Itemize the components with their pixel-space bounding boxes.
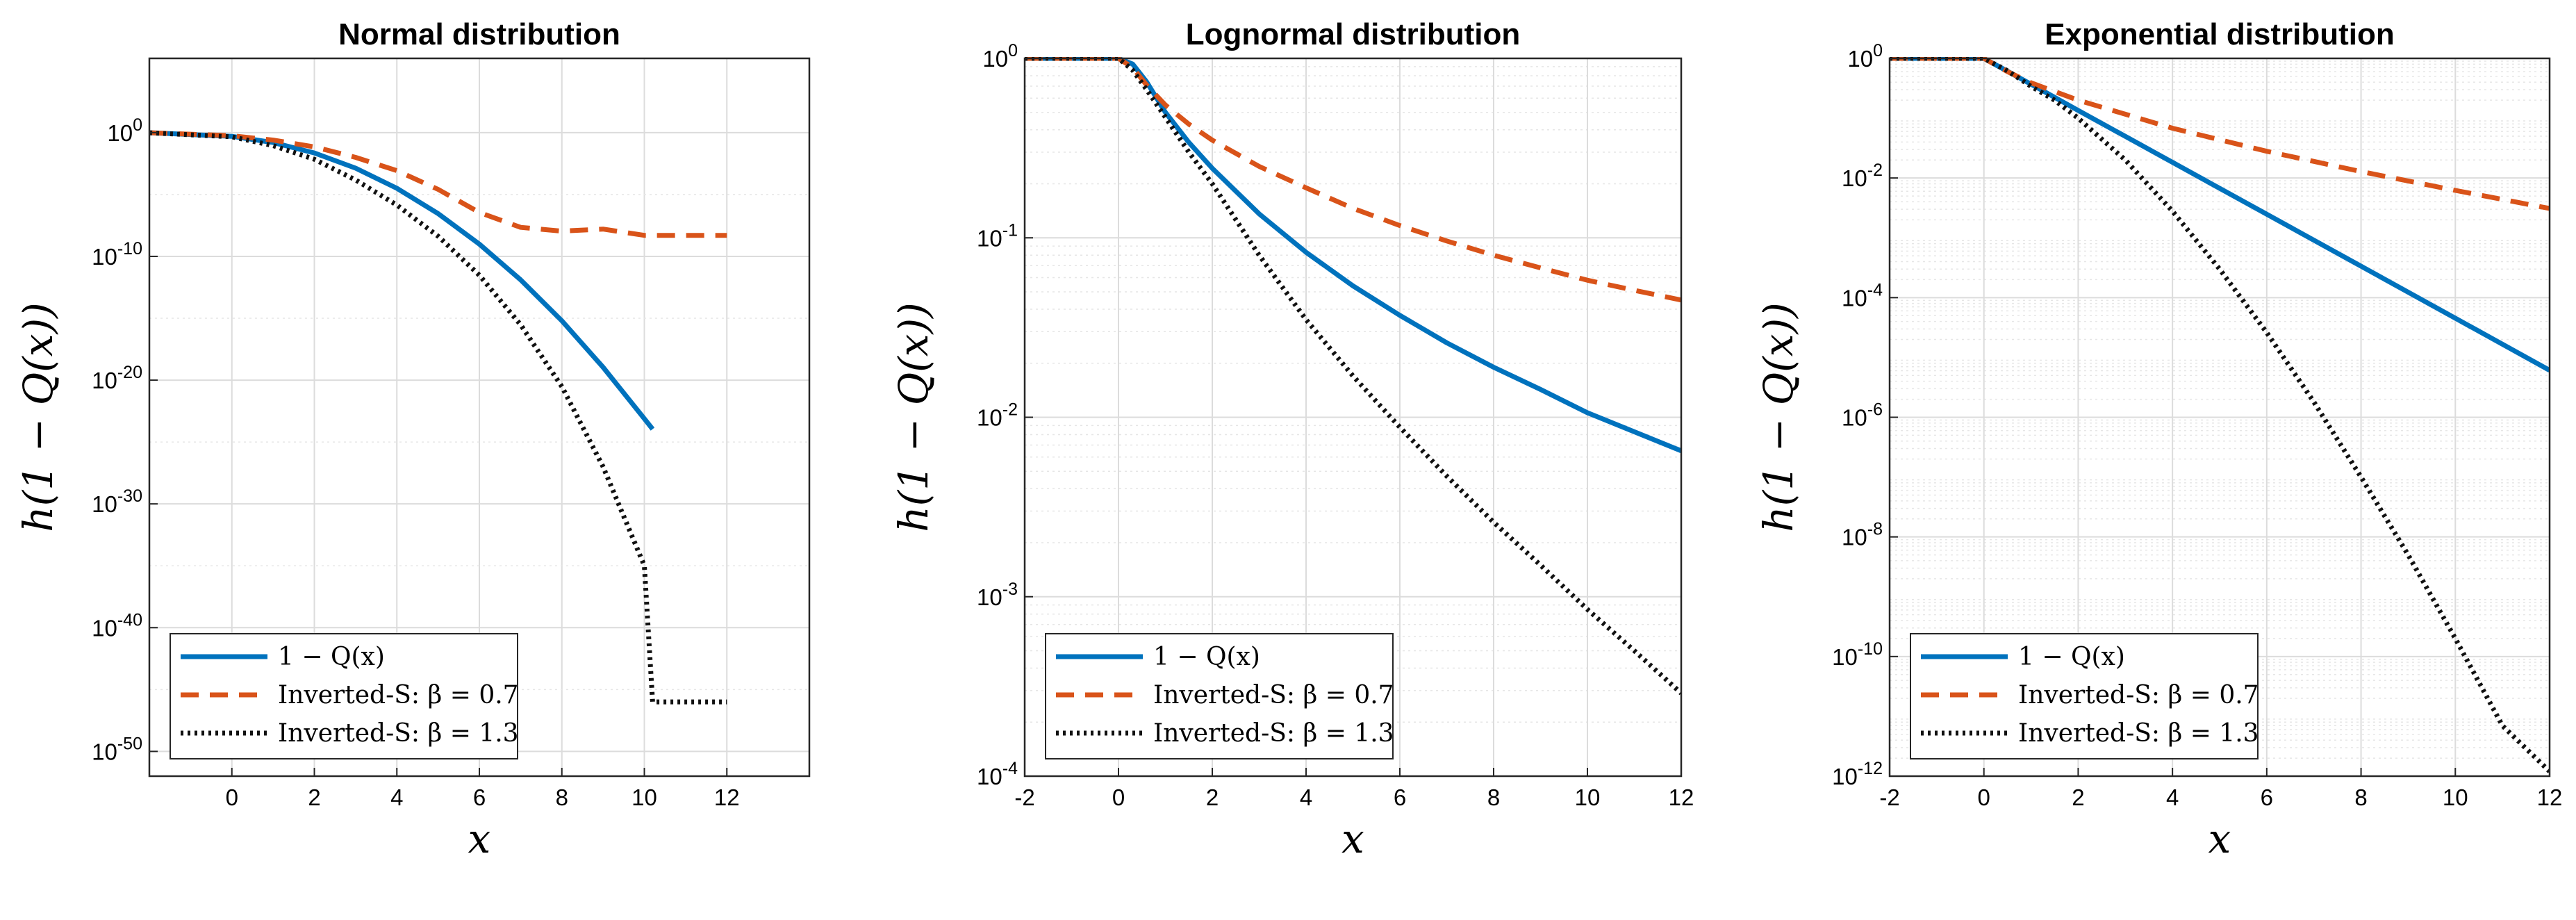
x-tick-label: 12 [1669, 785, 1694, 810]
y-tick-label: 10-50 [92, 734, 142, 764]
x-axis-label: x [468, 815, 491, 862]
y-tick-label: 10-2 [977, 400, 1018, 431]
x-tick-label: 4 [390, 785, 403, 810]
series-line-1 [1890, 57, 2550, 372]
y-tick-label: 10-6 [1842, 400, 1883, 431]
x-tick-label: 6 [2261, 785, 2273, 810]
x-tick-label: 6 [1394, 785, 1406, 810]
chart-panel-1: 0 2 4 6 8 10 12 100 10-10 10-20 10-30 10-40 10-50 Nor… [15, 17, 811, 862]
y-tick-label: 10-4 [977, 759, 1018, 789]
x-tick-label: 12 [2537, 785, 2563, 810]
x-tick-label: 2 [2072, 785, 2084, 810]
y-tick-label: 10-30 [92, 486, 142, 517]
y-tick-label: 10-4 [1842, 280, 1883, 311]
x-tick-label: -2 [1014, 785, 1034, 810]
x-tick-label: 2 [308, 785, 320, 810]
y-tick-label: 10-2 [1842, 161, 1883, 191]
x-tick-label: 4 [2166, 785, 2179, 810]
x-tick-label: 12 [714, 785, 740, 810]
y-axis-label: h(1 − Q(x)) [1755, 302, 1802, 532]
legend-label-1: 1 − Q(x) [2018, 643, 2125, 671]
legend-label-3: Inverted-S: β = 1.3 [1153, 719, 1394, 748]
series-line-2 [1025, 57, 1681, 303]
legend: 1 − Q(x) Inverted-S: β = 0.7 Inverted-S: β… [170, 633, 519, 759]
legend-label-1: 1 − Q(x) [1153, 643, 1260, 671]
x-tick-label: 0 [1112, 785, 1125, 810]
y-tick-label: 10-8 [1842, 520, 1883, 550]
legend-label-1: 1 − Q(x) [278, 643, 385, 671]
x-axis-label: x [1341, 815, 1364, 862]
series-line-2 [1890, 57, 2550, 211]
y-tick-label: 10-10 [92, 239, 142, 270]
chart-panel-3: -2 0 2 4 6 8 10 12 100 10-2 10-4 10-6 10-8 10-10 10-12… [1755, 17, 2562, 862]
legend: 1 − Q(x) Inverted-S: β = 0.7 Inverted-S: β… [1045, 633, 1394, 759]
x-axis-label: x [2208, 815, 2231, 862]
x-tick-label: 6 [473, 785, 486, 810]
legend-label-2: Inverted-S: β = 0.7 [2018, 681, 2259, 709]
x-tick-label: 10 [2443, 785, 2468, 810]
x-tick-label: 8 [556, 785, 568, 810]
legend-label-2: Inverted-S: β = 0.7 [1153, 681, 1394, 709]
x-tick-label: -2 [1879, 785, 1899, 810]
x-tick-label: 0 [226, 785, 238, 810]
y-tick-label: 10-10 [1832, 639, 1883, 670]
x-tick-label: 10 [1575, 785, 1601, 810]
x-tick-label: 4 [1300, 785, 1312, 810]
y-tick-label: 10-20 [92, 363, 142, 393]
series-line-3 [149, 130, 727, 705]
series-line-2 [149, 130, 727, 238]
x-tick-label: 8 [1487, 785, 1500, 810]
y-tick-label: 10-1 [977, 220, 1018, 251]
x-tick-label: 8 [2354, 785, 2367, 810]
legend: 1 − Q(x) Inverted-S: β = 0.7 Inverted-S: β… [1910, 633, 2259, 759]
y-tick-label: 10-12 [1832, 759, 1883, 789]
chart-panel-2: -2 0 2 4 6 8 10 12 100 10-1 10-2 10-3 10-4 Lognormal … [890, 17, 1694, 862]
legend-label-3: Inverted-S: β = 1.3 [278, 719, 519, 748]
y-tick-label: 10-40 [92, 610, 142, 641]
legend-label-2: Inverted-S: β = 0.7 [278, 681, 519, 709]
x-tick-label: 0 [1978, 785, 1990, 810]
chart-title: Normal distribution [338, 17, 620, 51]
y-axis-label: h(1 − Q(x)) [15, 302, 62, 532]
y-axis-label: h(1 − Q(x)) [890, 302, 937, 532]
chart-title: Exponential distribution [2045, 17, 2395, 51]
y-tick-label: 100 [982, 41, 1018, 72]
y-tick-label: 100 [1847, 41, 1883, 72]
x-tick-label: 10 [631, 785, 657, 810]
series-line-3 [1890, 57, 2550, 773]
y-tick-label: 100 [107, 115, 142, 146]
x-tick-label: 2 [1206, 785, 1219, 810]
legend-label-3: Inverted-S: β = 1.3 [2018, 719, 2259, 748]
chart-title: Lognormal distribution [1186, 17, 1521, 51]
y-tick-label: 10-3 [977, 580, 1018, 610]
